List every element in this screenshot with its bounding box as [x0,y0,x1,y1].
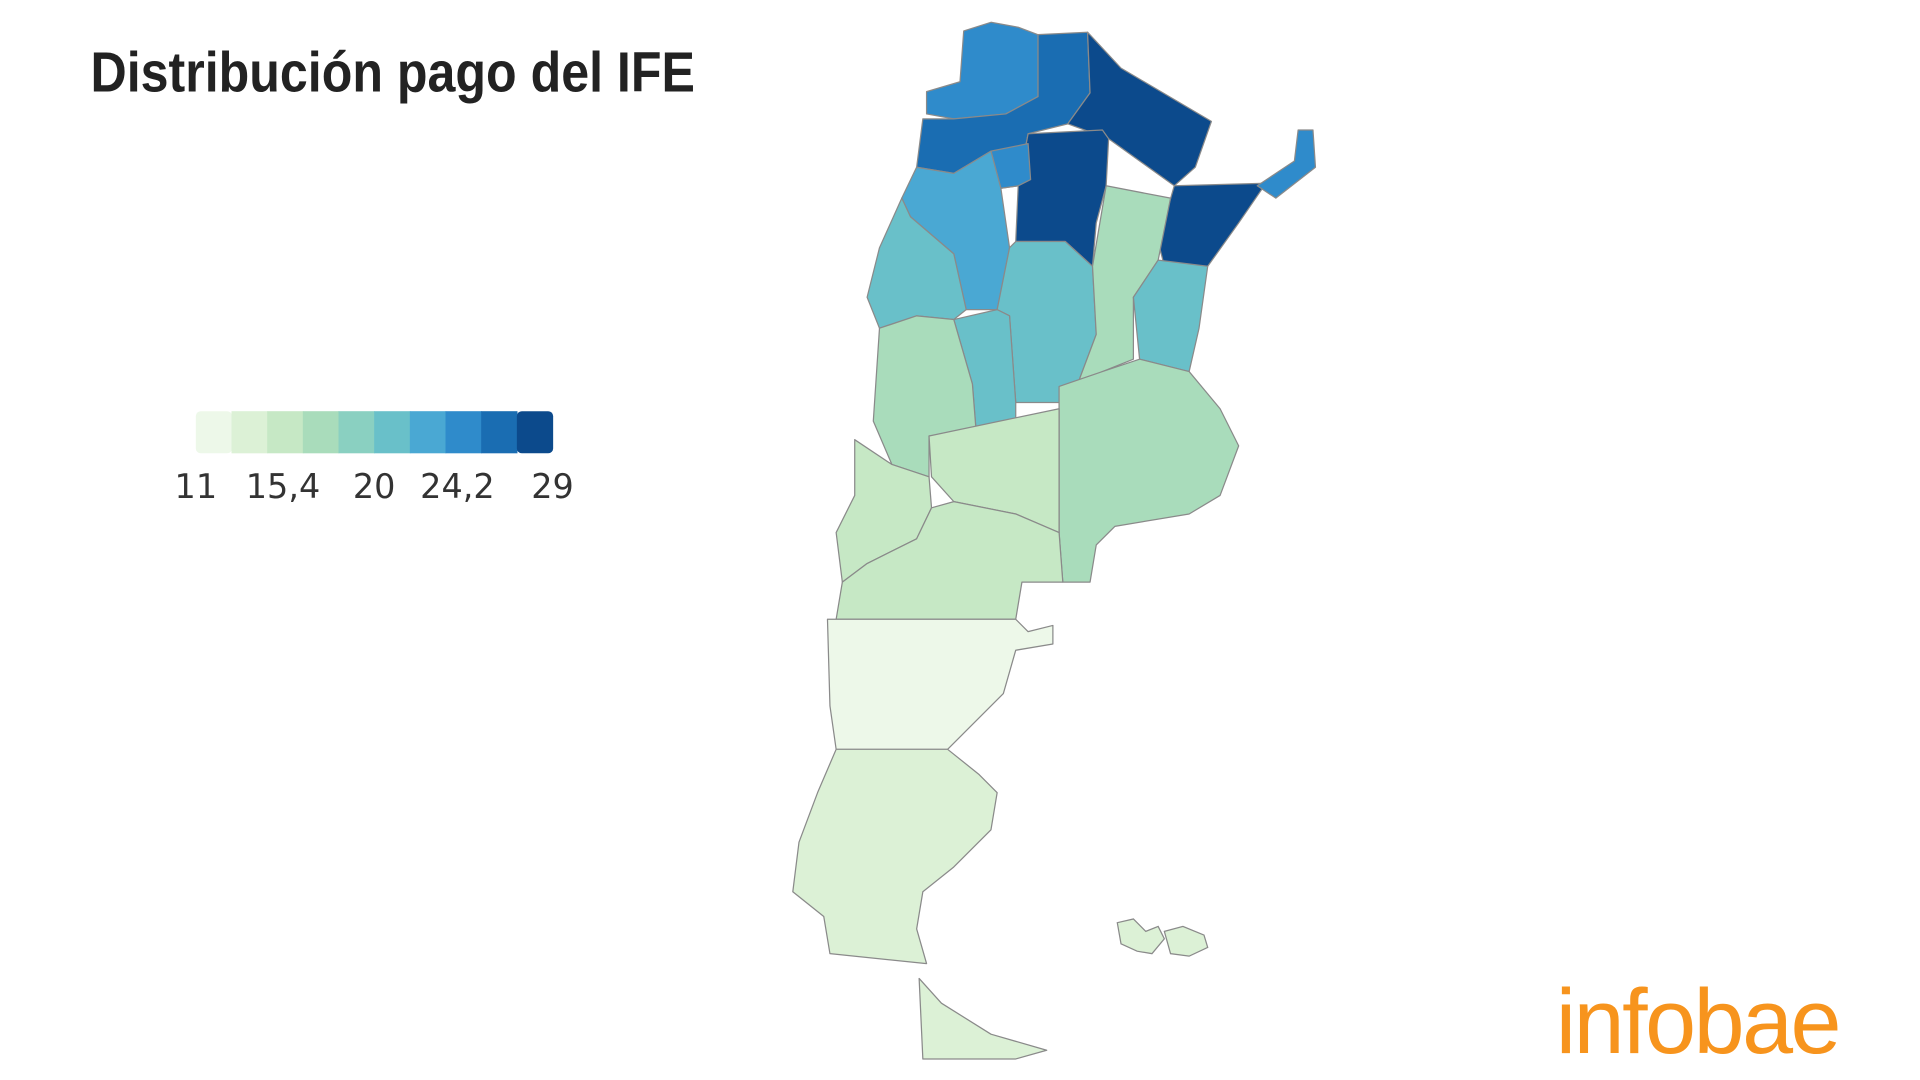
title: Distribución pago del IFE [91,41,695,105]
region [1157,182,1267,267]
legend-swatch [338,411,375,454]
region [792,748,998,965]
legend-swatch [374,411,411,454]
legend-swatch [409,411,447,454]
region [1058,358,1240,583]
legend-swatch [195,411,233,454]
region [826,618,1054,750]
region [1077,185,1172,385]
region [1256,129,1317,199]
legend-swatch [445,411,482,454]
legend-swatch [481,411,518,454]
legend-swatch [231,411,268,454]
region [1015,129,1110,267]
legend-tick-label: 24,2 [420,467,494,506]
region [918,977,1048,1060]
logo: infobae [1556,971,1839,1073]
island [1163,925,1209,957]
legend-tick-label: 29 [531,467,574,506]
region [925,21,1039,120]
islands [1116,918,1209,957]
regions [792,21,1317,1060]
legend-swatch [516,411,554,454]
island [1116,918,1166,955]
legend-swatch [267,411,304,454]
legend-tick-label: 20 [353,467,396,506]
legend: 11 15,4 20 24,2 29 [175,411,574,506]
legend-tick-label: 11 [175,467,218,506]
legend-swatch [302,411,340,454]
legend-tick-label: 15,4 [246,467,320,506]
region [835,500,1064,620]
